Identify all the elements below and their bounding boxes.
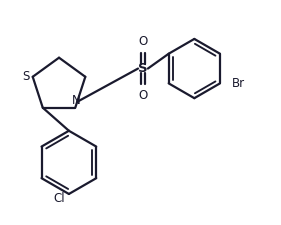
- Text: Br: Br: [232, 77, 245, 90]
- Text: O: O: [138, 35, 148, 48]
- Text: O: O: [138, 89, 148, 102]
- Text: S: S: [138, 62, 148, 75]
- Text: Cl: Cl: [53, 192, 65, 205]
- Text: S: S: [22, 70, 30, 83]
- Text: N: N: [72, 94, 81, 107]
